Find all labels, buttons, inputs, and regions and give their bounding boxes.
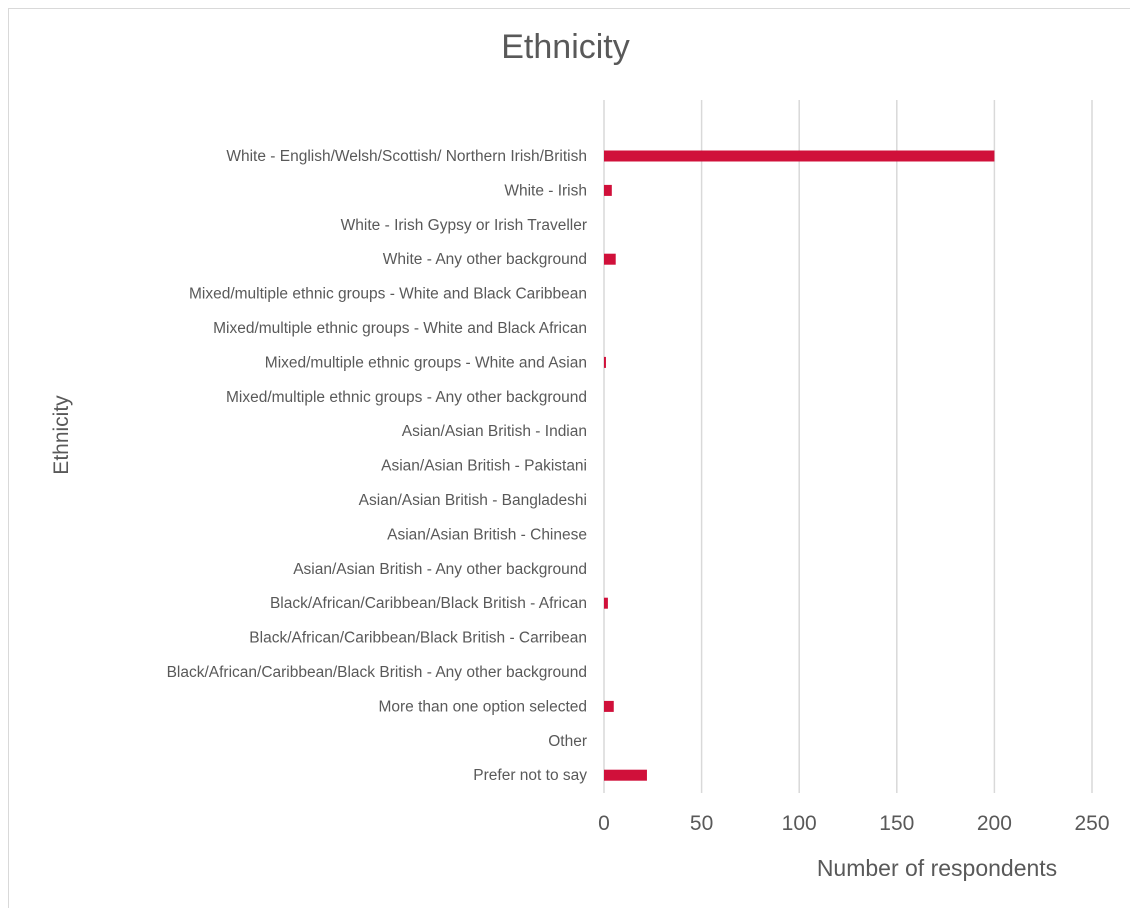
category-label: Other — [548, 733, 587, 750]
chart-title: Ethnicity — [501, 28, 630, 66]
bar — [604, 597, 608, 609]
category-label: White - Irish — [504, 182, 587, 199]
x-tick-label: 250 — [1074, 812, 1109, 835]
category-label: Asian/Asian British - Any other backgrou… — [293, 561, 587, 578]
category-label: Black/African/Caribbean/Black British - … — [249, 630, 587, 647]
category-label: More than one option selected — [378, 698, 587, 715]
category-labels: White - English/Welsh/Scottish/ Northern… — [167, 148, 588, 784]
x-tick-label: 100 — [782, 812, 817, 835]
category-label: Mixed/multiple ethnic groups - Any other… — [226, 389, 587, 406]
category-label: Asian/Asian British - Chinese — [387, 526, 587, 543]
category-label: Black/African/Caribbean/Black British - … — [270, 595, 587, 612]
x-tick-labels: 0 50 100 150 200 250 — [598, 812, 1109, 835]
x-tick-label: 200 — [977, 812, 1012, 835]
category-label: Prefer not to say — [473, 767, 587, 784]
x-axis-title: Number of respondents — [817, 855, 1057, 881]
bar — [604, 184, 612, 196]
bar — [604, 769, 647, 781]
bar — [604, 356, 606, 368]
x-tick-label: 0 — [598, 812, 610, 835]
bar — [604, 253, 616, 265]
category-label: White - English/Welsh/Scottish/ Northern… — [226, 148, 587, 165]
category-label: Mixed/multiple ethnic groups - White and… — [265, 354, 587, 371]
category-label: Mixed/multiple ethnic groups - White and… — [213, 320, 587, 337]
x-tick-label: 50 — [690, 812, 713, 835]
category-label: Black/African/Caribbean/Black British - … — [167, 664, 587, 681]
category-label: Asian/Asian British - Pakistani — [381, 458, 587, 475]
x-tick-label: 150 — [879, 812, 914, 835]
category-label: Asian/Asian British - Indian — [402, 423, 587, 440]
y-axis-title: Ethnicity — [50, 395, 73, 475]
category-label: White - Irish Gypsy or Irish Traveller — [341, 217, 587, 234]
bars — [604, 150, 995, 781]
chart-frame — [8, 8, 1130, 908]
bar — [604, 700, 614, 712]
bar — [604, 150, 995, 162]
gridlines — [603, 100, 1093, 793]
category-label: Asian/Asian British - Bangladeshi — [359, 492, 587, 509]
category-label: White - Any other background — [383, 251, 587, 268]
category-label: Mixed/multiple ethnic groups - White and… — [189, 286, 587, 303]
